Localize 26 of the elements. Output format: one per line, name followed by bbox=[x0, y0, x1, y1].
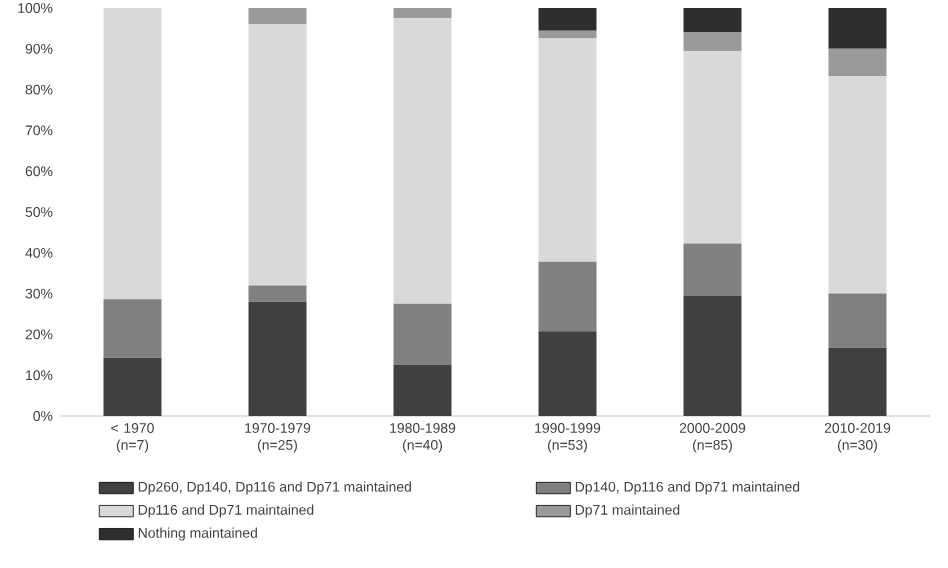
bar bbox=[538, 8, 597, 31]
bar bbox=[683, 296, 742, 416]
bar bbox=[393, 365, 452, 416]
bar bbox=[538, 261, 597, 332]
bar bbox=[538, 38, 597, 262]
bar bbox=[393, 303, 452, 365]
bar bbox=[683, 243, 742, 297]
bar bbox=[828, 293, 887, 348]
bar bbox=[538, 331, 597, 416]
bar bbox=[103, 299, 162, 358]
bar bbox=[828, 8, 887, 49]
bar bbox=[103, 8, 162, 300]
bar bbox=[828, 76, 887, 294]
bar bbox=[828, 48, 887, 77]
bar bbox=[103, 357, 162, 416]
bar bbox=[248, 8, 307, 25]
bar bbox=[248, 285, 307, 302]
bar bbox=[683, 8, 742, 33]
bar bbox=[393, 8, 452, 19]
bar bbox=[683, 51, 742, 244]
bar bbox=[248, 24, 307, 286]
bar bbox=[538, 30, 597, 39]
bar bbox=[393, 18, 452, 304]
bar bbox=[828, 347, 887, 416]
bar bbox=[248, 301, 307, 416]
bar bbox=[683, 32, 742, 52]
